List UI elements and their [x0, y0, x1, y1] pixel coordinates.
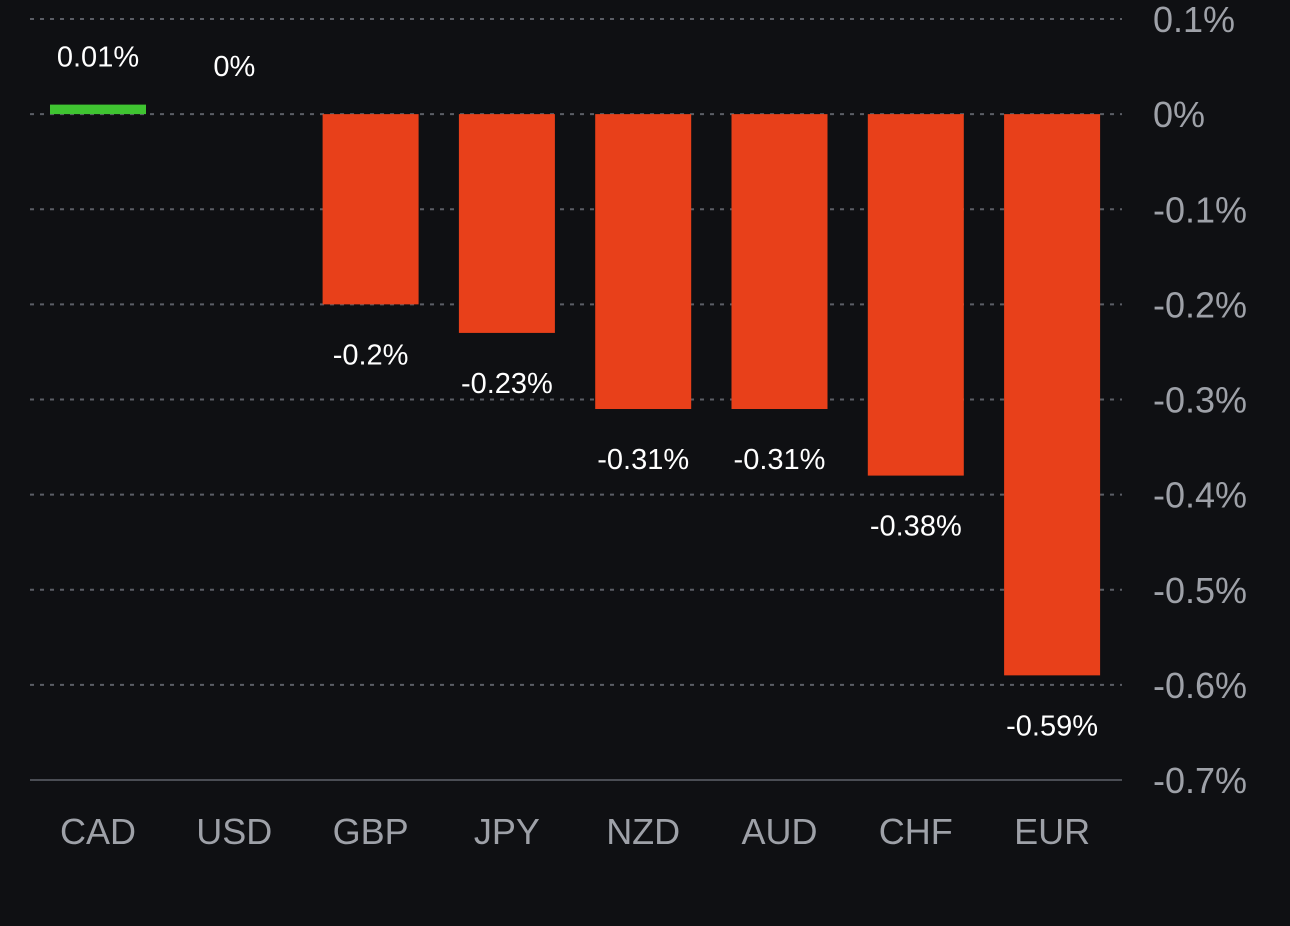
x-tick-label-jpy: JPY	[474, 811, 540, 852]
y-tick-label: 0%	[1153, 94, 1205, 135]
x-tick-label-gbp: GBP	[333, 811, 409, 852]
bar-gbp	[322, 114, 419, 305]
bar-nzd	[595, 114, 692, 410]
value-label-aud: -0.31%	[734, 444, 826, 476]
value-label-usd: 0%	[213, 51, 255, 83]
bar-jpy	[458, 114, 555, 333]
value-label-jpy: -0.23%	[461, 368, 553, 400]
value-label-gbp: -0.2%	[333, 339, 409, 371]
y-tick-label: -0.7%	[1153, 760, 1247, 801]
bars-layer	[50, 104, 1101, 676]
x-tick-label-cad: CAD	[60, 811, 136, 852]
bar-chf	[867, 114, 964, 476]
value-label-eur: -0.59%	[1006, 710, 1098, 742]
bar-cad	[50, 104, 146, 115]
x-axis: CAD USD GBP JPY NZD AUD CHF EUR	[60, 811, 1090, 852]
y-tick-label: -0.5%	[1153, 570, 1247, 611]
value-label-cad: 0.01%	[57, 42, 139, 74]
y-axis: 0.1% 0% -0.1% -0.2% -0.3% -0.4% -0.5% -0.6% -0.7…	[1153, 0, 1247, 801]
y-tick-label: -0.1%	[1153, 189, 1247, 230]
y-tick-label: -0.4%	[1153, 475, 1247, 516]
y-tick-label: 0.1%	[1153, 0, 1235, 40]
x-tick-label-aud: AUD	[741, 811, 817, 852]
x-tick-label-chf: CHF	[879, 811, 953, 852]
value-labels-layer: 0.01% 0% -0.2% -0.23% -0.31% -0.31% -0.38% -0.5…	[57, 42, 1098, 743]
x-tick-label-nzd: NZD	[606, 811, 680, 852]
value-label-chf: -0.38%	[870, 511, 962, 543]
y-tick-label: -0.6%	[1153, 665, 1247, 706]
bar-eur	[1004, 114, 1101, 676]
y-tick-label: -0.2%	[1153, 284, 1247, 325]
x-tick-label-usd: USD	[196, 811, 272, 852]
bar-aud	[731, 114, 828, 410]
value-label-nzd: -0.31%	[597, 444, 689, 476]
x-tick-label-eur: EUR	[1014, 811, 1090, 852]
y-tick-label: -0.3%	[1153, 380, 1247, 421]
